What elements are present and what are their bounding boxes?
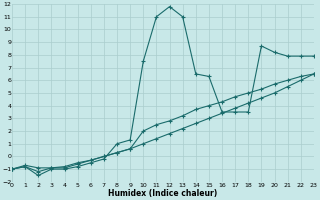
X-axis label: Humidex (Indice chaleur): Humidex (Indice chaleur): [108, 189, 218, 198]
